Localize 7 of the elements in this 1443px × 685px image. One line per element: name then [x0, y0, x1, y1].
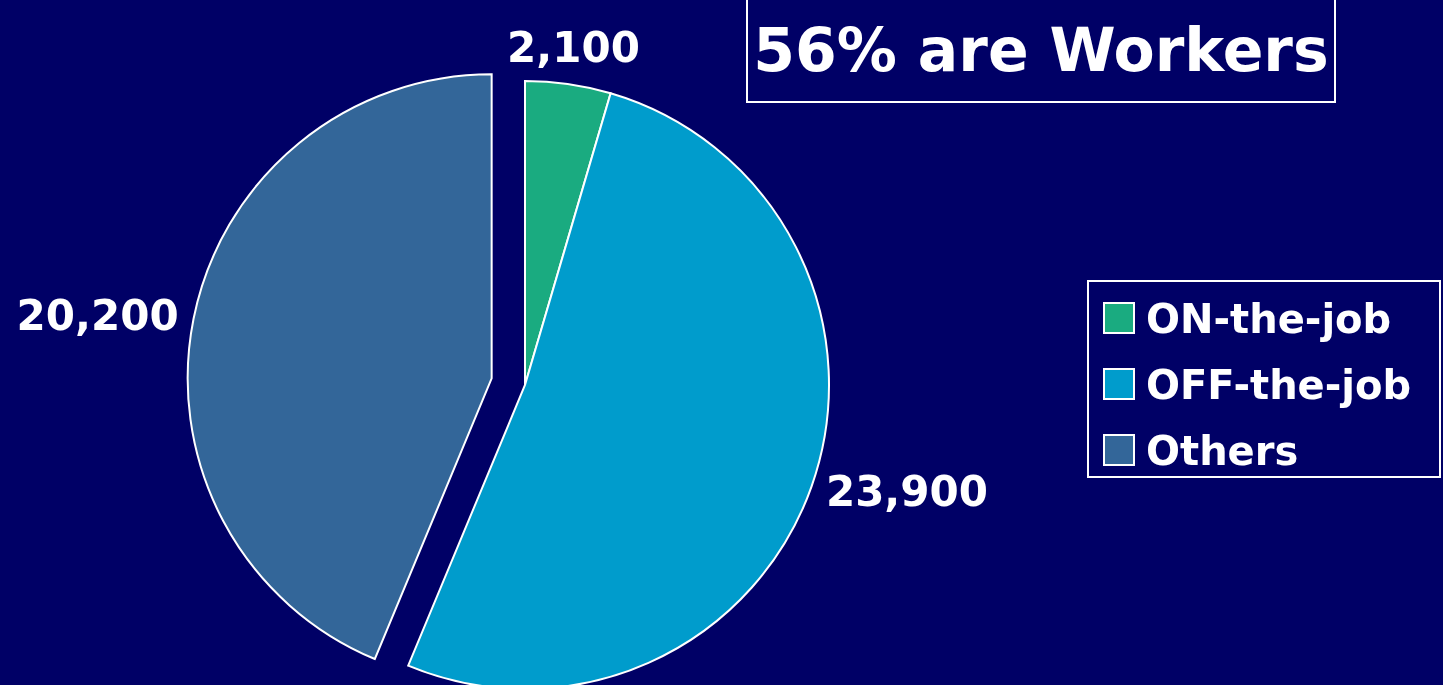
chart-title: 56% are Workers [753, 15, 1329, 85]
legend-label: ON-the-job [1146, 296, 1392, 342]
legend-label: OFF-the-job [1146, 362, 1412, 408]
data-label: 2,100 [507, 23, 640, 73]
legend-label: Others [1146, 428, 1299, 474]
data-label: 23,900 [825, 466, 989, 516]
data-label: 20,200 [16, 291, 179, 341]
